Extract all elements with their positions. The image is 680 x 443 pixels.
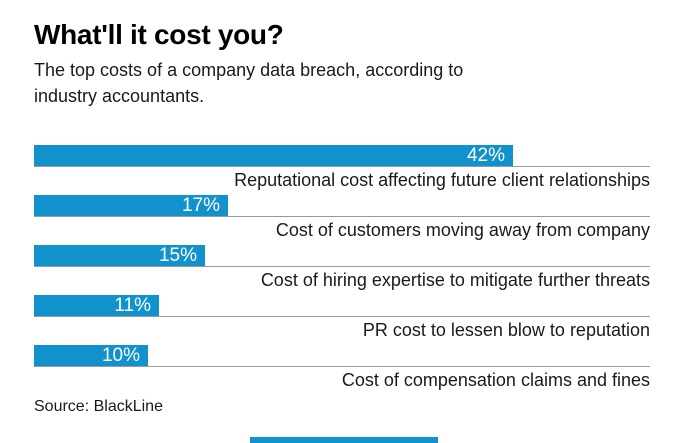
chart-title: What'll it cost you? — [34, 19, 284, 50]
bar-chart: 42% Reputational cost affecting future cl… — [34, 145, 650, 395]
bar-category-label: Cost of hiring expertise to mitigate fur… — [260, 270, 650, 290]
bar-value-label: 10% — [101, 345, 140, 366]
chart-row: 17% Cost of customers moving away from co… — [34, 195, 650, 245]
chart-row: 42% Reputational cost affecting future cl… — [34, 145, 650, 195]
bar-category-label: PR cost to lessen blow to reputation — [362, 320, 650, 340]
bar-category-label: Cost of compensation claims and fines — [341, 370, 650, 390]
axis-baseline: 11% — [34, 295, 650, 317]
bar: 11% — [34, 295, 159, 316]
chart-subtitle: The top costs of a company data breach, … — [34, 57, 463, 109]
axis-baseline: 10% — [34, 345, 650, 367]
axis-baseline: 42% — [34, 145, 650, 167]
chart-row: 15% Cost of hiring expertise to mitigate … — [34, 245, 650, 295]
bar-value-label: 17% — [181, 195, 220, 216]
bar: 17% — [34, 195, 228, 216]
axis-baseline: 17% — [34, 195, 650, 217]
bar: 42% — [34, 145, 513, 166]
chart-row: 11% PR cost to lessen blow to reputation — [34, 295, 650, 345]
bar-value-label: 11% — [114, 295, 151, 316]
bar: 15% — [34, 245, 205, 266]
axis-baseline: 15% — [34, 245, 650, 267]
bar-category-label: Cost of customers moving away from compa… — [275, 220, 650, 240]
chart-subtitle-line2: industry accountants. — [34, 86, 205, 106]
bar: 10% — [34, 345, 148, 366]
chart-row: 10% Cost of compensation claims and fines — [34, 345, 650, 395]
source-attribution: Source: BlackLine — [34, 398, 163, 415]
bar-value-label: 42% — [466, 145, 505, 166]
chart-subtitle-line1: The top costs of a company data breach, … — [34, 60, 464, 80]
bar-value-label: 15% — [158, 245, 197, 266]
footer-accent-bar — [250, 437, 438, 443]
bar-category-label: Reputational cost affecting future clien… — [234, 170, 650, 190]
